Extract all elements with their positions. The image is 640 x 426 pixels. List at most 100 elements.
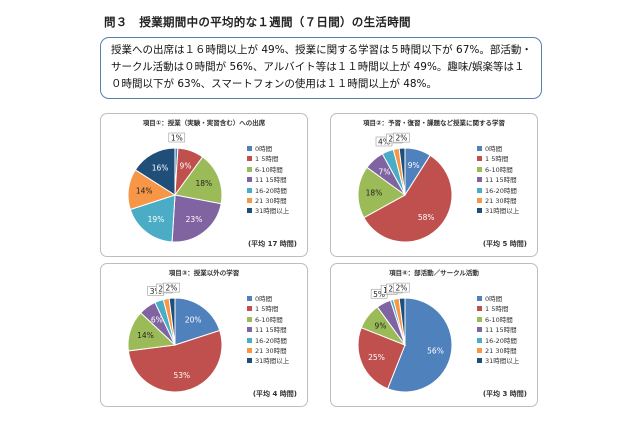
slice-label: 16% bbox=[152, 163, 169, 172]
slice-label: 2% bbox=[395, 284, 407, 293]
legend-item: 31時間以上 bbox=[477, 356, 519, 366]
chart-legend: 0時間 1 5時間 6-10時間 11 15時間 16-20時間 21 30時間 31時間以… bbox=[477, 294, 519, 367]
legend-item: 1 5時間 bbox=[247, 154, 289, 164]
legend-label: 21 30時間 bbox=[255, 346, 287, 355]
legend-label: 16-20時間 bbox=[255, 186, 287, 195]
legend-label: 6-10時間 bbox=[485, 165, 513, 174]
slice-label: 7% bbox=[379, 167, 391, 176]
chart-legend: 0時間 1 5時間 6-10時間 11 15時間 16-20時間 21 30時間 31時間以… bbox=[247, 144, 289, 217]
slice-label: 6% bbox=[151, 316, 163, 325]
legend-swatch bbox=[247, 197, 252, 203]
chart-title: 項目③：授業以外の学習 bbox=[168, 269, 240, 277]
slice-label: 4% bbox=[378, 138, 390, 147]
legend-item: 21 30時間 bbox=[477, 346, 519, 356]
legend-swatch bbox=[477, 187, 482, 193]
slice-label: 2% bbox=[395, 134, 407, 143]
slice-label: 23% bbox=[186, 215, 203, 224]
legend-item: 11 15時間 bbox=[477, 325, 519, 335]
slice-label-box bbox=[168, 132, 186, 143]
slice-label: 18% bbox=[195, 179, 212, 188]
legend-item: 1 5時間 bbox=[477, 304, 519, 314]
legend-swatch bbox=[477, 306, 482, 312]
legend-label: 0時間 bbox=[485, 145, 503, 153]
legend-item: 0時間 bbox=[247, 144, 289, 154]
legend-item: 21 30時間 bbox=[247, 196, 289, 206]
legend-swatch bbox=[477, 177, 482, 183]
slice-label: 58% bbox=[418, 213, 435, 222]
chart-average-note: (平均 4 時間) bbox=[252, 390, 297, 398]
slice-label: 19% bbox=[148, 215, 165, 224]
legend-swatch bbox=[477, 166, 482, 172]
pie-slice bbox=[357, 327, 406, 390]
legend-label: 16-20時間 bbox=[485, 336, 517, 345]
legend-swatch bbox=[247, 306, 252, 312]
legend-swatch bbox=[477, 316, 482, 322]
legend-swatch bbox=[247, 316, 252, 322]
legend-label: 1 5時間 bbox=[485, 155, 509, 164]
slice-label: 1% bbox=[171, 134, 183, 143]
slice-label: 9% bbox=[180, 161, 192, 170]
slice-label: 14% bbox=[137, 331, 154, 340]
legend-swatch bbox=[247, 156, 252, 162]
legend-label: 16-20時間 bbox=[485, 186, 517, 195]
legend-swatch bbox=[477, 146, 482, 151]
legend-item: 31時間以上 bbox=[247, 356, 289, 366]
legend-swatch bbox=[247, 146, 252, 151]
legend-item: 31時間以上 bbox=[477, 206, 519, 216]
legend-swatch bbox=[247, 166, 252, 172]
legend-item: 21 30時間 bbox=[247, 346, 289, 356]
slice-label: 2% bbox=[165, 284, 177, 293]
legend-label: 11 15時間 bbox=[485, 176, 517, 185]
chart-average-note: (平均 3 時間) bbox=[482, 390, 527, 398]
slice-label-box bbox=[393, 282, 410, 293]
pie-slice bbox=[174, 156, 223, 205]
legend-label: 31時間以上 bbox=[485, 357, 520, 366]
chart-title: 項目④：部活動／サークル活動 bbox=[389, 269, 479, 277]
legend-swatch bbox=[477, 327, 482, 333]
legend-item: 11 15時間 bbox=[247, 325, 289, 335]
legend-swatch bbox=[247, 327, 252, 333]
legend-label: 11 15時間 bbox=[485, 326, 517, 335]
legend-item: 11 15時間 bbox=[247, 175, 289, 185]
pie-slice bbox=[398, 297, 406, 346]
legend-swatch bbox=[477, 358, 482, 364]
slice-label: 9% bbox=[375, 322, 387, 331]
legend-item: 16-20時間 bbox=[477, 186, 519, 196]
legend-label: 0時間 bbox=[485, 295, 503, 303]
chart-title: 項目①：授業（実験・実習含む）への出席 bbox=[142, 119, 266, 127]
legend-item: 6-10時間 bbox=[477, 315, 519, 325]
chart-card-class-study: 9%58%18%7%4%2%2% 項目②：予習・復習・課題など授業に関する学習 … bbox=[330, 113, 538, 257]
chart-card-attendance: 1% 9% 18% 23% 19% 14% 16% 項目①：授業（実験・実習含む）への出席 … bbox=[100, 113, 308, 257]
summary-box: 授業への出席は１６時間以上が 49%、授業に関する学習は５時間以下が 67%。部… bbox=[100, 37, 542, 99]
legend-label: 21 30時間 bbox=[485, 196, 517, 205]
slice-label: 9% bbox=[408, 161, 420, 170]
page-heading: 問３ 授業期間中の平均的な１週間（７日間）の生活時間 bbox=[104, 15, 411, 29]
pie-slice bbox=[363, 154, 453, 243]
legend-label: 0時間 bbox=[255, 145, 273, 153]
pie-slice bbox=[171, 194, 222, 243]
legend-swatch bbox=[477, 197, 482, 203]
legend-item: 0時間 bbox=[247, 294, 289, 304]
legend-label: 11 15時間 bbox=[255, 176, 287, 185]
slice-label: 14% bbox=[136, 187, 153, 196]
chart-average-note: (平均 5 時間) bbox=[482, 240, 527, 248]
legend-swatch bbox=[477, 156, 482, 162]
legend-swatch bbox=[247, 208, 252, 214]
legend-swatch bbox=[477, 296, 482, 301]
legend-swatch bbox=[477, 347, 482, 353]
legend-label: 6-10時間 bbox=[485, 315, 513, 324]
legend-item: 11 15時間 bbox=[477, 175, 519, 185]
slice-label: 20% bbox=[185, 316, 202, 325]
pie-chart-attendance: 1% 9%18% 23% 19% 14% 16% bbox=[127, 132, 223, 243]
pie-slice bbox=[127, 329, 223, 393]
legend-swatch bbox=[247, 358, 252, 364]
legend-label: 6-10時間 bbox=[255, 165, 283, 174]
chart-legend: 0時間 1 5時間 6-10時間 11 15時間 16-20時間 21 30時間 31時間以… bbox=[477, 144, 519, 217]
legend-swatch bbox=[247, 337, 252, 343]
chart-legend: 0時間 1 5時間 6-10時間 11 15時間 16-20時間 21 30時間 31時間以… bbox=[247, 294, 289, 367]
legend-item: 6-10時間 bbox=[247, 165, 289, 175]
legend-item: 16-20時間 bbox=[247, 186, 289, 196]
pie-chart-other-study: 20%53%14%6%3%2%2% bbox=[127, 282, 223, 393]
